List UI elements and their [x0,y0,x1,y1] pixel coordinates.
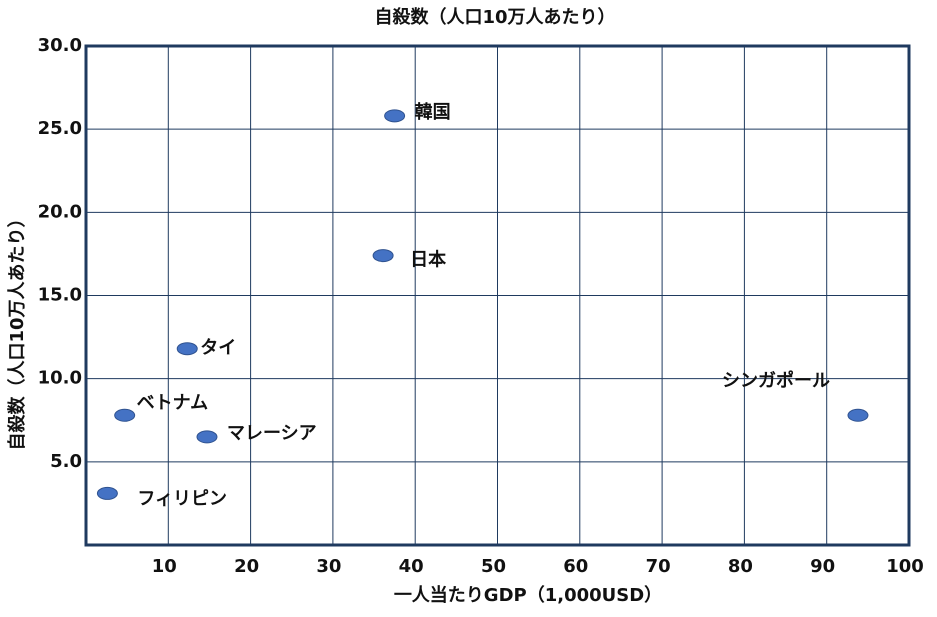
chart-title: 自殺数（人口10万人あたり） [374,6,615,28]
point-label: フィリピン [137,488,227,509]
x-tick-label: 30 [316,556,341,577]
y-tick-label: 5.0 [50,451,82,472]
x-tick-label: 80 [728,556,753,577]
x-tick-label: 40 [399,556,424,577]
x-tick-label: 10 [152,556,177,577]
x-tick-label: 50 [481,556,506,577]
x-tick-label: 90 [810,556,835,577]
point-label: シンガポール [722,369,830,391]
y-axis-title: 自殺数（人口10万人あたり） [6,209,28,450]
point [196,430,218,444]
y-tick-label: 20.0 [38,201,82,222]
point [847,408,869,422]
point-label: 韓国 [415,101,451,123]
y-tick-label: 30.0 [38,35,82,56]
x-tick-label: 20 [234,556,259,577]
point [114,408,136,422]
plot-frame [84,44,911,547]
point-label: タイ [200,338,236,359]
x-tick-label: 70 [646,556,671,577]
y-tick-label: 25.0 [38,118,82,139]
point [384,109,406,123]
point [96,486,118,500]
point [372,249,394,263]
x-axis-title: 一人当たりGDP（1,000USD） [394,584,662,606]
y-tick-label: 10.0 [38,368,82,389]
point-label: 日本 [410,249,446,271]
point-label: ベトナム [137,392,208,413]
y-tick-label: 15.0 [38,285,82,306]
x-tick-label: 60 [563,556,588,577]
point [176,342,198,356]
x-tick-label: 100 [886,556,924,577]
point-label: マレーシア [227,423,317,444]
